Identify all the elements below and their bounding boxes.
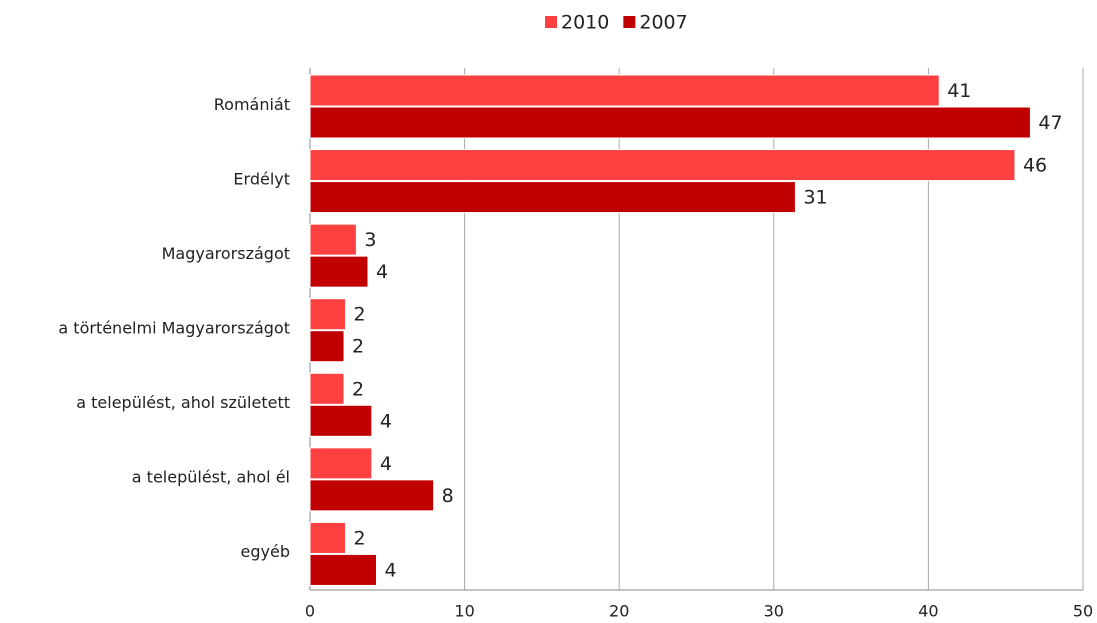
bar	[309, 447, 373, 480]
value-label: 31	[803, 187, 827, 209]
x-tick-label: 50	[1073, 602, 1093, 621]
value-label: 2	[352, 378, 364, 400]
legend-label: 2010	[561, 12, 609, 34]
value-label: 2	[354, 304, 366, 326]
bar	[309, 330, 345, 363]
y-tick-label: Romániát	[214, 95, 290, 114]
value-label: 46	[1023, 155, 1047, 177]
bar	[309, 298, 347, 331]
value-label: 4	[380, 410, 392, 432]
bar	[309, 521, 347, 554]
bar	[309, 74, 940, 107]
value-label: 4	[384, 559, 396, 581]
value-label: 47	[1038, 112, 1062, 134]
value-label: 3	[364, 229, 376, 251]
x-tick-label: 30	[764, 602, 784, 621]
bar	[309, 181, 796, 214]
bar	[309, 479, 435, 512]
value-label: 8	[442, 485, 454, 507]
x-tick-label: 10	[454, 602, 474, 621]
x-tick-label: 0	[305, 602, 315, 621]
x-tick-label: 20	[609, 602, 629, 621]
x-tick-label: 40	[918, 602, 938, 621]
bar	[309, 553, 377, 586]
bar	[309, 106, 1031, 139]
y-tick-label: a települést, ahol él	[132, 468, 290, 487]
bar	[309, 372, 345, 405]
y-tick-label: Erdélyt	[233, 169, 290, 188]
bar	[309, 404, 373, 437]
bar	[309, 223, 357, 256]
bar	[309, 255, 369, 288]
y-tick-label: egyéb	[241, 542, 290, 561]
value-label: 4	[380, 453, 392, 475]
legend-swatch	[545, 16, 557, 28]
value-label: 2	[352, 336, 364, 358]
y-tick-label: a történelmi Magyarországot	[58, 319, 290, 338]
y-tick-label: Magyarországot	[162, 244, 290, 263]
value-label: 2	[354, 527, 366, 549]
legend-swatch	[623, 16, 636, 28]
legend-label: 2007	[639, 12, 687, 34]
bar	[309, 149, 1016, 182]
value-label: 41	[947, 80, 971, 102]
y-tick-label: a települést, ahol született	[76, 393, 290, 412]
value-label: 4	[376, 261, 388, 283]
